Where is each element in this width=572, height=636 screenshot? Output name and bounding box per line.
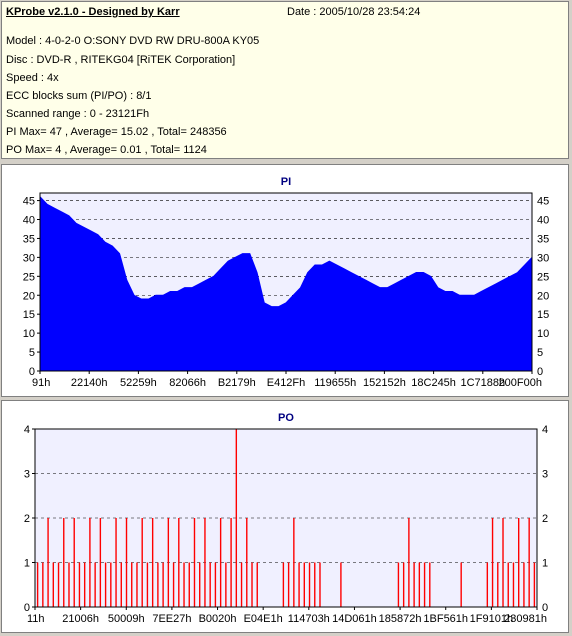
po-xtick-label: 50009h [108, 613, 145, 625]
pi-ytick-label-right: 10 [537, 328, 549, 340]
pi-ytick-label-left: 10 [23, 328, 35, 340]
po-ytick-label-left: 3 [24, 469, 30, 481]
pi-chart-title: PI [281, 176, 291, 188]
po-xtick-label: 1F9101h [470, 613, 513, 625]
pi-xtick-label: 18C245h [411, 377, 456, 389]
pi-ytick-label-right: 35 [537, 233, 549, 245]
po-xtick-label: 7EE27h [152, 613, 191, 625]
scanned-range: Scanned range : 0 - 23121Fh [6, 108, 150, 120]
po-ytick-label-left: 4 [24, 424, 30, 436]
pi-xtick-label: 91h [32, 377, 50, 389]
po-ytick-label-right: 4 [542, 424, 548, 436]
po-plot-area [34, 428, 538, 608]
po-xtick-label: 230981h [504, 613, 547, 625]
pi-series-area [39, 195, 533, 372]
pi-ytick-label-left: 35 [23, 233, 35, 245]
po-stats: PO Max= 4 , Average= 0.01 , Total= 1124 [6, 144, 207, 156]
po-ytick-label-right: 1 [542, 558, 548, 570]
pi-ytick-label-left: 25 [23, 271, 35, 283]
pi-xtick-label: B2179h [218, 377, 256, 389]
pi-xtick-label: E412Fh [267, 377, 306, 389]
po-xtick-label: B0020h [199, 613, 237, 625]
pi-ytick-label-left: 15 [23, 309, 35, 321]
po-xtick-label: 11h [27, 613, 45, 625]
po-xtick-label: 14D061h [332, 613, 377, 625]
info-panel: KProbe v2.1.0 - Designed by Karr Date : … [1, 1, 569, 159]
pi-ytick-label-left: 20 [23, 290, 35, 302]
pi-xtick-label: 152152h [363, 377, 406, 389]
pi-xtick-label: 22140h [71, 377, 108, 389]
scan-speed: Speed : 4x [6, 72, 59, 84]
app-title: KProbe v2.1.0 - Designed by Karr [6, 6, 180, 18]
drive-model: Model : 4-0-2-0 O:SONY DVD RW DRU-800A K… [6, 35, 260, 47]
pi-ytick-label-left: 40 [23, 215, 35, 227]
ecc-blocks: ECC blocks sum (PI/PO) : 8/1 [6, 90, 152, 102]
po-xtick-label: E04E1h [244, 613, 283, 625]
pi-ytick-label-right: 40 [537, 215, 549, 227]
pi-ytick-label-left: 0 [29, 366, 35, 378]
po-ytick-label-right: 2 [542, 513, 548, 525]
po-xtick-label: 1BF561h [423, 613, 468, 625]
po-xtick-label: 114703h [288, 613, 330, 625]
pi-ytick-label-left: 30 [23, 252, 35, 264]
pi-ytick-label-left: 5 [29, 347, 35, 359]
po-ytick-label-left: 0 [24, 602, 30, 614]
pi-ytick-label-right: 30 [537, 252, 549, 264]
pi-ytick-label-right: 0 [537, 366, 543, 378]
pi-ytick-label-left: 45 [23, 196, 35, 208]
pi-xtick-label: 82066h [169, 377, 206, 389]
pi-xtick-label: 119655h [314, 377, 356, 389]
po-xtick-label: 21006h [62, 613, 99, 625]
pi-ytick-label-right: 20 [537, 290, 549, 302]
po-chart-panel: PO 0 0 1 1 2 2 3 3 4 4 11h 21006h 50009h 7EE27h B0020h E… [1, 400, 569, 633]
pi-chart: PI 0 0 5 5 10 10 15 15 20 20 25 25 30 30 35 35 40 40 45 45 91… [23, 176, 550, 389]
pi-stats: PI Max= 47 , Average= 15.02 , Total= 248… [6, 126, 227, 138]
pi-chart-panel: PI 0 0 5 5 10 10 15 15 20 20 25 25 30 30 35 35 40 40 45 45 91… [1, 164, 569, 397]
pi-ytick-label-right: 15 [537, 309, 549, 321]
po-xtick-label: 185872h [379, 613, 422, 625]
po-chart-title: PO [278, 412, 294, 424]
po-ytick-label-left: 2 [24, 513, 30, 525]
scan-date: Date : 2005/10/28 23:54:24 [287, 6, 421, 18]
pi-ytick-label-right: 5 [537, 347, 543, 359]
po-ytick-label-left: 1 [24, 558, 30, 570]
pi-xtick-label: 52259h [120, 377, 157, 389]
disc-info: Disc : DVD-R , RITEKG04 [RiTEK Corporati… [6, 54, 236, 66]
po-chart: PO 0 0 1 1 2 2 3 3 4 4 11h 21006h 50009h 7EE27h B0020h E… [24, 412, 548, 625]
pi-ytick-label-right: 25 [537, 271, 549, 283]
pi-xtick-label: 200F00h [499, 377, 542, 389]
po-ytick-label-right: 0 [542, 602, 548, 614]
pi-ytick-label-right: 45 [537, 196, 549, 208]
pi-xtick-label: 1C7188h [460, 377, 505, 389]
po-ytick-label-right: 3 [542, 469, 548, 481]
po-plot-border [34, 428, 538, 608]
